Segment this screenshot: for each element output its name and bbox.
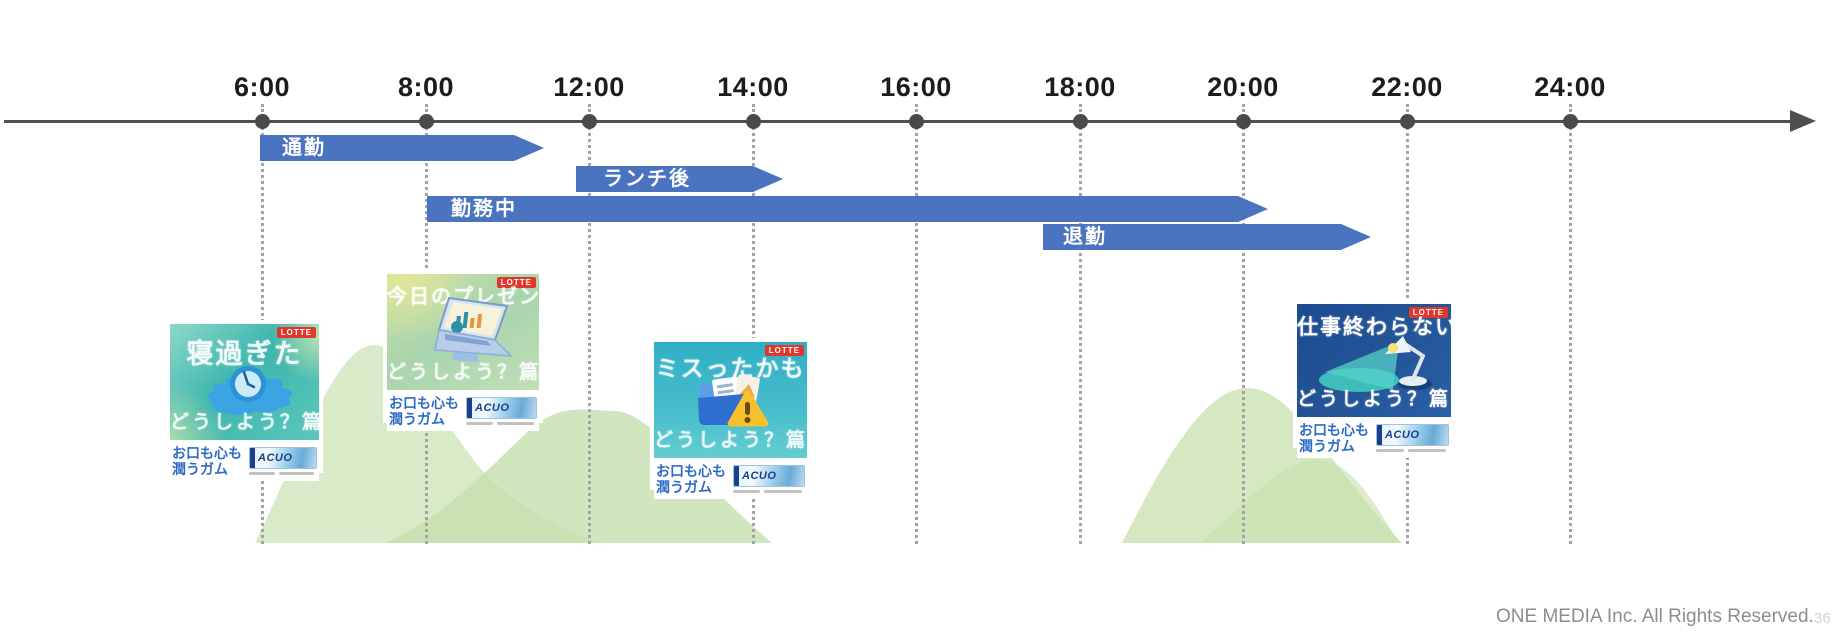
ad-subtitle: どうしよう？篇 [1297,389,1451,410]
ad-subtitle: どうしよう？篇 [654,430,807,451]
tick-label-6: 6:00 [233,72,291,102]
timeline-arrow-icon [1790,110,1816,132]
ad-card-overslept-footer: お口も心も 潤うガム ACUO [170,440,319,482]
ad-card-mistake-image: LOTTE ミスったかも どうしよう？篇 [654,342,807,458]
guide-line-14 [752,104,755,544]
ad-card-mistake-footer: お口も心も 潤うガム ACUO [654,458,807,500]
lotte-badge: LOTTE [496,277,536,288]
bar-commute: 通勤 [260,135,544,161]
hill-left-wide [385,409,772,543]
tick-dot-14 [746,114,761,129]
acuo-pack: ACUO [249,447,317,470]
tick-dot-24 [1563,114,1578,129]
tick-dot-8 [419,114,434,129]
tick-label-8: 8:00 [397,72,455,102]
acuo-caption-blur [466,422,537,426]
acuo-caption-blur [733,490,805,494]
ad-card-presentation-image: LOTTE 今日のプレゼン どうしよう？篇 [387,274,539,390]
copyright-text: ONE MEDIA Inc. All Rights Reserved. [1496,606,1814,627]
acuo-pack-bar [734,466,739,487]
ad-title: 寝過ぎた [186,339,303,369]
melting-clock-icon [207,366,292,415]
tick-label-12: 12:00 [553,72,625,102]
tagline-line2: 潤うガム [389,411,445,428]
tagline: お口も心も 潤うガム [172,445,242,477]
bar-leaving-work-label: 退勤 [1063,226,1107,248]
acuo-caption-blur [249,472,317,476]
tick-label-22: 22:00 [1371,72,1443,102]
ad-card-mistake: LOTTE ミスったかも どうしよう？篇 お口も心も 潤うガム ACUO [650,338,811,500]
page-number: 36 [1814,610,1831,627]
ad-card-overtime: LOTTE 仕事終わらない どうしよう？篇 お口も心も 潤うガム ACUO [1293,300,1455,459]
acuo-logo-block: ACUO [733,465,805,494]
acuo-logo-text: ACUO [475,402,510,415]
bar-leaving-work: 退勤 [1043,224,1371,250]
tick-dot-16 [909,114,924,129]
ad-card-overtime-image: LOTTE 仕事終わらない どうしよう？篇 [1297,304,1451,417]
acuo-pack: ACUO [733,465,805,488]
ad-title: 今日のプレゼン [387,286,539,308]
ad-subtitle: どうしよう？篇 [387,362,539,383]
ad-subtitle: どうしよう？篇 [170,412,319,433]
lotte-badge: LOTTE [764,345,804,356]
tick-dot-20 [1236,114,1251,129]
acuo-logo-text: ACUO [742,470,777,483]
bar-working: 勤務中 [427,196,1268,222]
bar-commute-label: 通勤 [282,137,326,159]
tagline-line1: お口も心も [656,463,726,479]
bar-after-lunch-label: ランチ後 [603,168,691,190]
ad-title: ミスったかも [655,355,806,381]
desk-lamp-icon [1319,336,1432,392]
acuo-pack: ACUO [466,397,537,420]
tick-dot-18 [1073,114,1088,129]
ad-card-overtime-footer: お口も心も 潤うガム ACUO [1297,417,1451,459]
acuo-pack-bar [467,398,472,419]
tick-label-20: 20:00 [1207,72,1279,102]
acuo-logo-text: ACUO [258,452,293,465]
tagline: お口も心も 潤うガム [656,463,726,495]
ad-card-presentation: LOTTE 今日のプレゼン どうしよう？篇 お口も心も 潤うガム ACUO [383,270,543,432]
acuo-logo-text: ACUO [1385,429,1420,442]
tick-dot-6 [255,114,270,129]
tagline-line2: 潤うガム [656,479,712,496]
tagline-line2: 潤うガム [172,461,228,478]
acuo-pack-bar [250,448,255,469]
guide-line-18 [1079,104,1082,544]
tick-label-14: 14:00 [717,72,789,102]
acuo-logo-block: ACUO [249,447,317,476]
tagline-line1: お口も心も [389,395,459,411]
tick-label-24: 24:00 [1534,72,1606,102]
acuo-caption-blur [1376,449,1449,453]
bar-working-label: 勤務中 [451,198,517,220]
tagline-line1: お口も心も [1299,422,1369,438]
acuo-pack: ACUO [1376,424,1449,447]
guide-line-24 [1569,104,1572,544]
guide-line-16 [915,104,918,544]
folder-warning-icon [698,374,769,427]
ad-card-presentation-footer: お口も心も 潤うガム ACUO [387,390,539,432]
tick-label-16: 16:00 [880,72,952,102]
laptop-icon [434,296,513,362]
tick-dot-12 [582,114,597,129]
ad-card-overslept-image: LOTTE 寝過ぎた どうしよう？篇 [170,324,319,440]
lotte-badge: LOTTE [1408,307,1448,318]
ad-title: 仕事終わらない [1297,316,1451,339]
tagline: お口も心も 潤うガム [1299,422,1369,454]
acuo-logo-block: ACUO [466,397,537,426]
acuo-pack-bar [1377,425,1382,446]
tagline-line1: お口も心も [172,445,242,461]
hill-right-echo [1200,459,1400,543]
ad-card-overslept: LOTTE 寝過ぎた どうしよう？篇 お口も心も 潤うガム ACUO [166,320,323,482]
bar-after-lunch: ランチ後 [576,166,783,192]
tick-dot-22 [1400,114,1415,129]
guide-line-12 [588,104,591,544]
tick-label-18: 18:00 [1044,72,1116,102]
timeline-axis [4,120,1794,123]
tagline-line2: 潤うガム [1299,438,1355,455]
lotte-badge: LOTTE [276,327,316,338]
acuo-logo-block: ACUO [1376,424,1449,453]
tagline: お口も心も 潤うガム [389,395,459,427]
guide-line-20 [1242,104,1245,544]
